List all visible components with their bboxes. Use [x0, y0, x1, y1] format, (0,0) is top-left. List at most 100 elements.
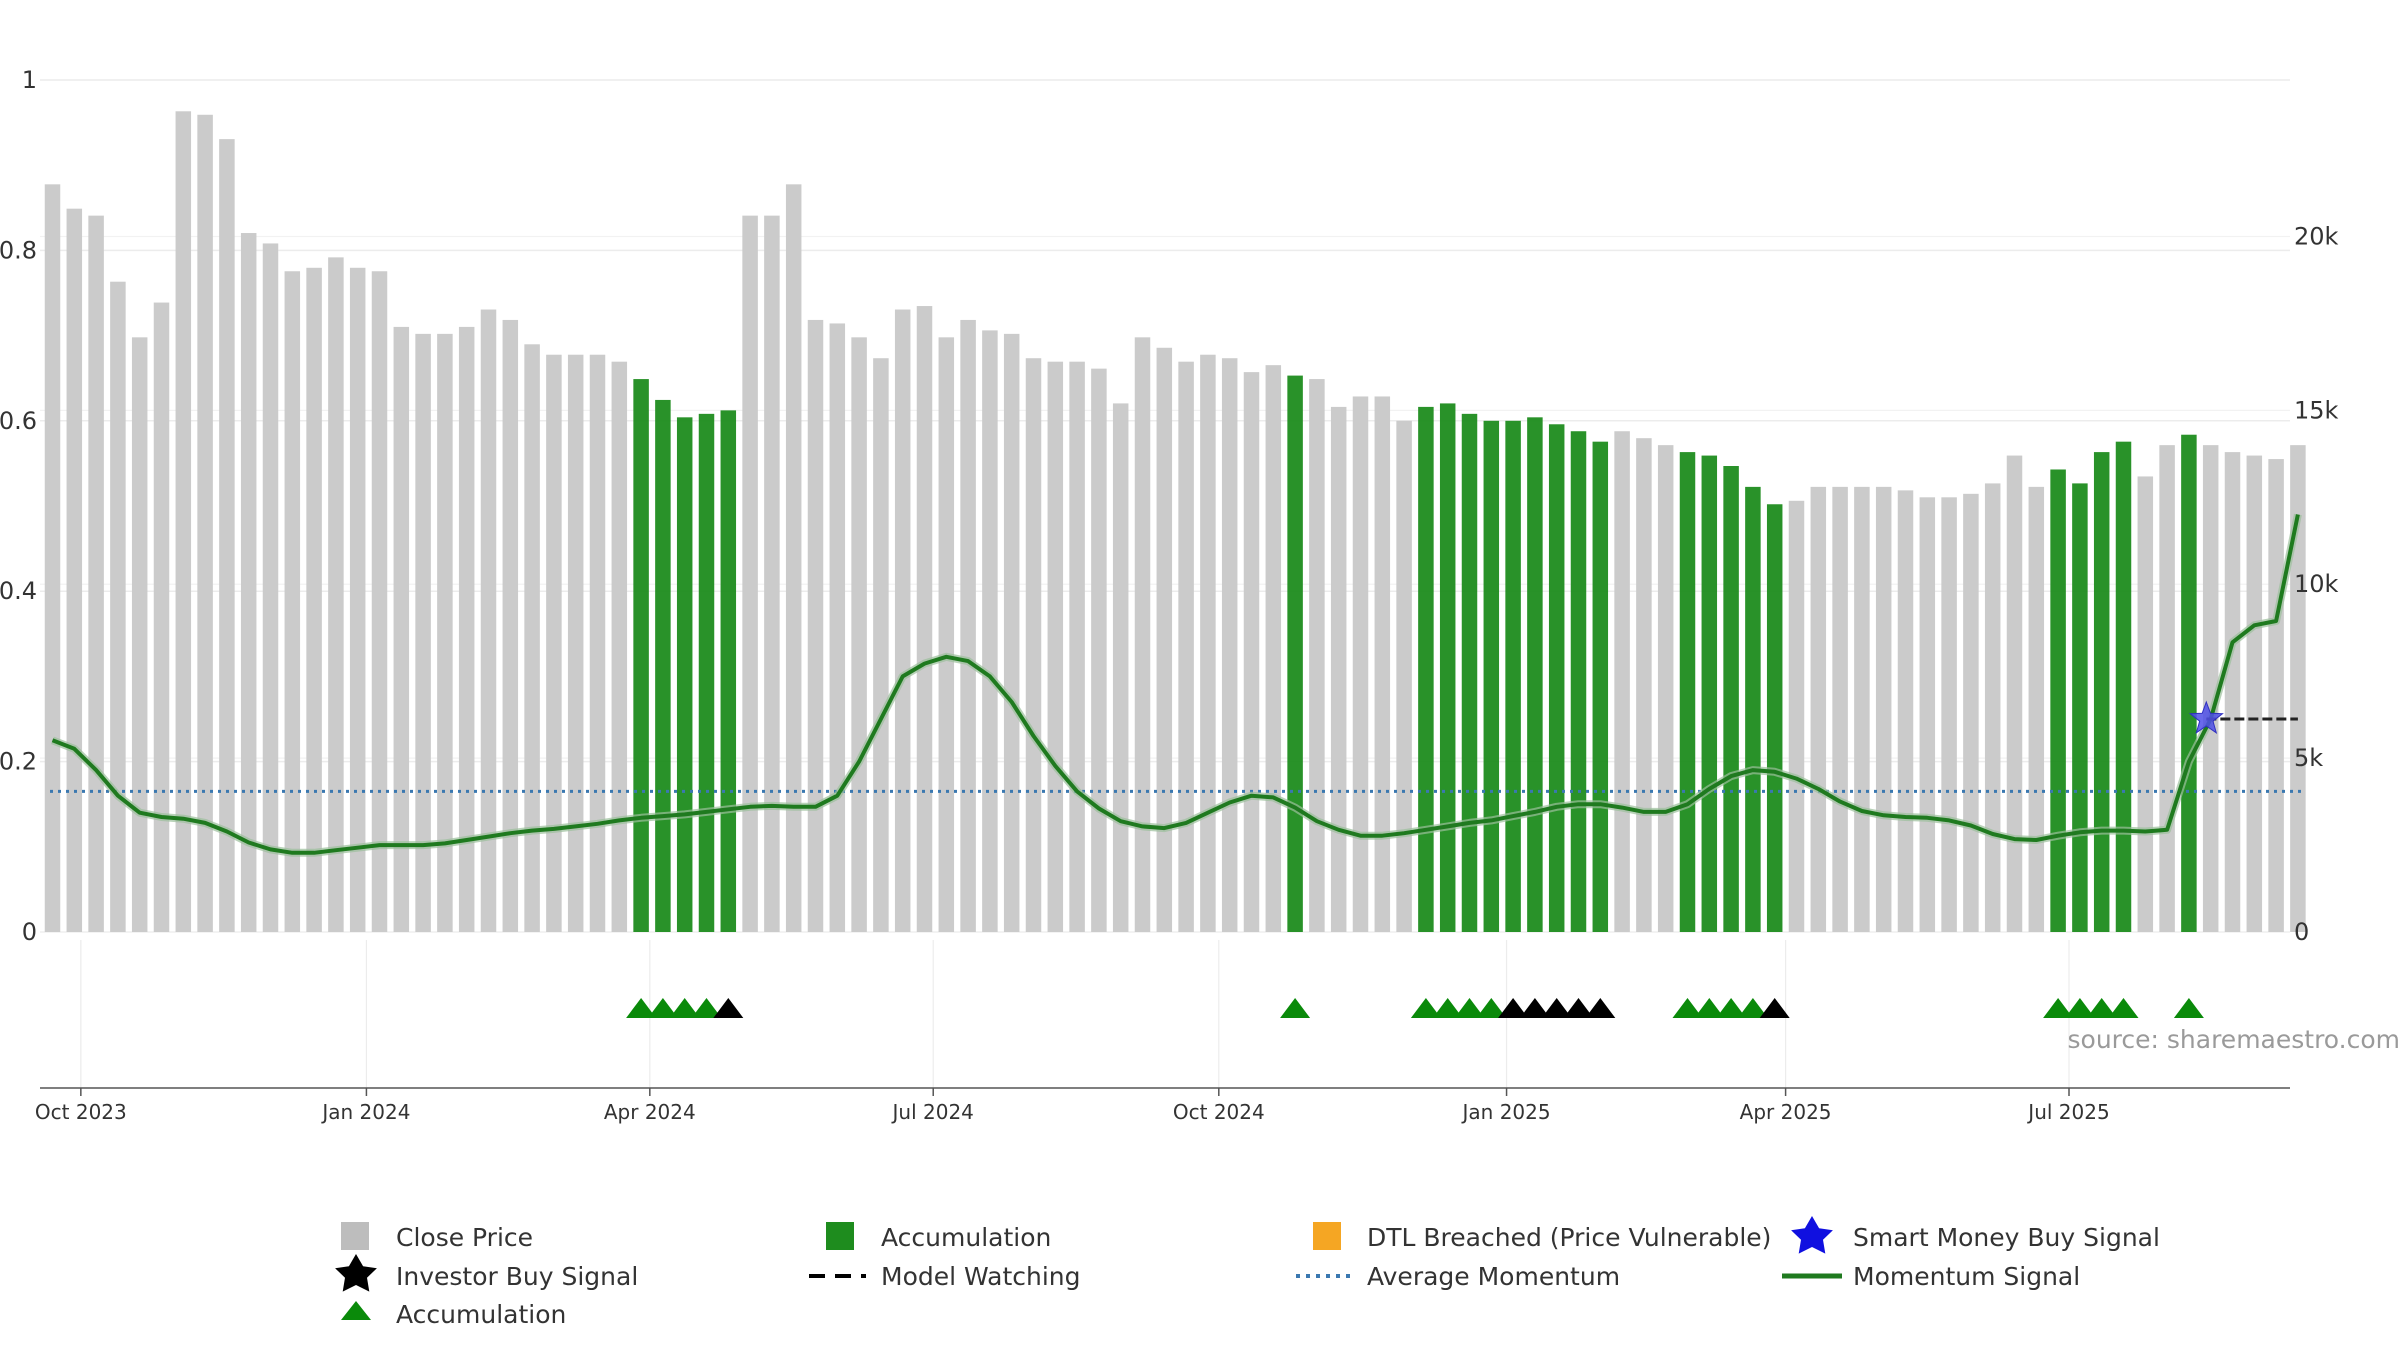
close-price-bar [1134, 337, 1151, 933]
right-axis-tick-label: 0 [2294, 918, 2309, 946]
close-price-bar [742, 215, 758, 932]
close-price-bar [437, 333, 453, 933]
close-price-bar [764, 215, 780, 932]
momentum-signal-glow [51, 513, 2302, 857]
close-price-bar [415, 333, 431, 933]
close-price-bar [328, 257, 344, 932]
close-price-bar [1919, 497, 1936, 932]
close-price-bar [1810, 486, 1827, 932]
legend-label-smart-money: Smart Money Buy Signal [1853, 1223, 2160, 1252]
accumulation-bar [1679, 452, 1696, 932]
accumulation-bar [2093, 452, 2110, 932]
accumulation-bar [1766, 504, 1783, 932]
legend-label-investor-buy: Investor Buy Signal [396, 1262, 638, 1291]
close-price-bars [44, 111, 2306, 933]
accumulation-marker [2064, 998, 2095, 1018]
accumulation-marker [669, 998, 700, 1018]
close-price-bar [1309, 379, 1325, 932]
accumulation-marker [1280, 998, 1311, 1018]
close-price-bar [2290, 445, 2306, 932]
accumulation-marker [1454, 998, 1485, 1018]
close-price-bar [66, 208, 83, 933]
grid-lines [40, 79, 2290, 1088]
accumulation-bar [2115, 441, 2132, 932]
close-price-bar [175, 111, 192, 932]
accumulation-marker [1716, 998, 1747, 1018]
close-price-bar [785, 184, 802, 932]
close-price-bar [480, 309, 497, 932]
x-axis-tick-label: Apr 2024 [604, 1100, 696, 1124]
close-price-bar [1897, 490, 1914, 932]
accumulation-bar [1592, 441, 1609, 932]
accumulation-marker [1737, 998, 1768, 1018]
accumulation-bar [676, 417, 693, 932]
legend-label-accumulation-marker: Accumulation [396, 1300, 566, 1329]
smart-money-star-marker [2188, 700, 2224, 734]
close-price-bar [88, 215, 104, 932]
legend-swatch-dtl-breached [1313, 1222, 1341, 1250]
left-axis-tick-label: 0.2 [0, 748, 37, 776]
left-axis-tick-label: 0.6 [0, 407, 37, 435]
signal-markers [626, 998, 2204, 1018]
close-price-bar [524, 344, 540, 932]
accumulation-marker [1694, 998, 1725, 1018]
close-price-bar [916, 306, 933, 933]
close-price-bar [1636, 438, 1652, 932]
close-price-bar [611, 361, 628, 932]
accumulation-bar [698, 413, 715, 932]
smart-money-buy-signal [2188, 700, 2224, 734]
accumulation-marker [691, 998, 722, 1018]
close-price-bar [829, 323, 846, 932]
close-price-bar [546, 354, 562, 932]
accumulation-bar [633, 379, 649, 932]
investor-buy-marker [1498, 998, 1529, 1018]
close-price-bar [1069, 361, 1085, 932]
axes: 0 0.2 0.4 0.6 0.8 1 0 5k 10k 15k 20k Oct 2023 Jan 20… [0, 66, 2339, 1124]
close-price-bar [1003, 333, 1020, 933]
accumulation-marker [1410, 998, 1441, 1018]
close-price-bar [262, 243, 279, 933]
close-price-bar [1047, 361, 1064, 932]
close-price-bar [2137, 476, 2154, 932]
accumulation-bar [1745, 486, 1761, 932]
close-price-bar [938, 337, 955, 933]
accumulation-bar [2181, 434, 2197, 932]
close-price-bar [1832, 486, 1848, 932]
close-price-bar [1243, 372, 1260, 933]
right-axis-tick-label: 10k [2294, 570, 2339, 598]
close-price-bar [1112, 403, 1129, 932]
close-price-bar [371, 271, 388, 932]
accumulation-marker [626, 998, 657, 1018]
investor-buy-marker [1519, 998, 1550, 1018]
accumulation-bar [2072, 483, 2088, 932]
accumulation-marker [2086, 998, 2117, 1018]
close-price-bar [110, 281, 126, 932]
close-price-bar [284, 271, 301, 932]
x-axis-tick-label: Jul 2025 [2026, 1100, 2109, 1124]
legend-swatch-accumulation [826, 1222, 854, 1250]
left-axis-tick-label: 1 [22, 66, 37, 94]
x-axis-tick-label: Jan 2025 [1461, 1100, 1551, 1124]
accumulation-marker [2043, 998, 2074, 1018]
close-price-bar [44, 184, 61, 932]
close-price-bar [1156, 347, 1173, 932]
accumulation-bar [1548, 424, 1565, 932]
momentum-signal-line [51, 513, 2302, 857]
accumulation-marker [1432, 998, 1463, 1018]
legend-label-dtl-breached: DTL Breached (Price Vulnerable) [1367, 1223, 1771, 1252]
close-price-bar [2159, 445, 2175, 932]
close-price-bar [1941, 497, 1957, 932]
close-price-bar [197, 114, 213, 932]
close-price-bar [458, 326, 475, 932]
investor-buy-marker [1585, 998, 1616, 1018]
accumulation-bar [1570, 431, 1587, 932]
close-price-bar [807, 319, 824, 932]
close-price-bar [349, 267, 366, 933]
legend-label-close-price: Close Price [396, 1223, 533, 1252]
x-axis-tick-label: Jul 2024 [891, 1100, 974, 1124]
accumulation-bar [1527, 417, 1543, 932]
close-price-bar [1200, 354, 1216, 932]
close-price-bar [2028, 486, 2045, 932]
left-axis-tick-label: 0.8 [0, 236, 37, 264]
close-price-bar [1330, 406, 1347, 933]
